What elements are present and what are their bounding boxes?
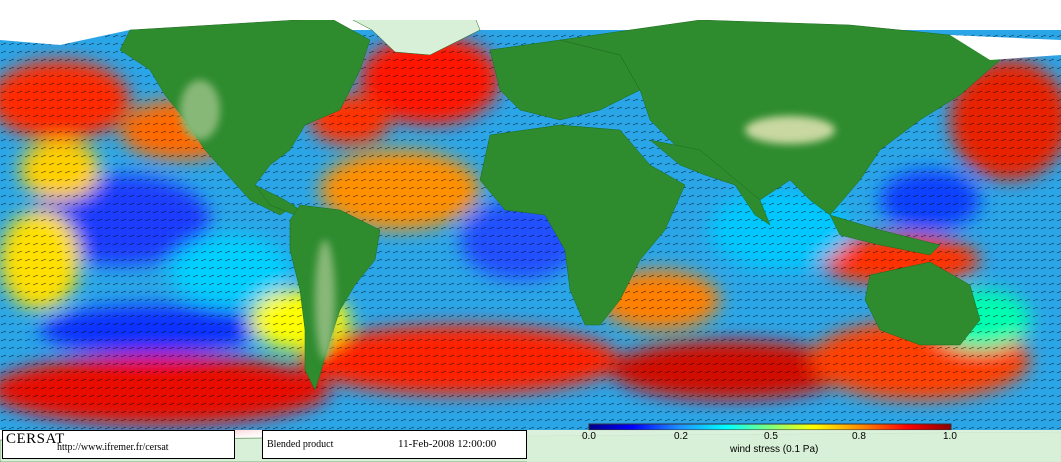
colorbar-tick-4: 1.0 <box>943 431 957 442</box>
colorbar <box>588 423 952 431</box>
logo-box: CERSAT http://www.ifremer.fr/cersat <box>2 430 235 459</box>
arabia-india <box>649 139 771 226</box>
product-date: 11-Feb-2008 12:00:00 <box>398 438 497 450</box>
product-info-box: Blended product 11-Feb-2008 12:00:00 <box>262 430 527 459</box>
africa <box>479 124 686 326</box>
south-america <box>289 204 381 391</box>
sea-ice <box>0 0 1061 60</box>
colorbar-tick-1: 0.2 <box>674 431 688 442</box>
highland-shading <box>180 80 835 360</box>
colorbar-title: wind stress (0.1 Pa) <box>730 444 819 455</box>
colorbar-tick-0: 0.0 <box>582 431 596 442</box>
colorbar-strip-bg <box>527 430 1061 462</box>
product-name: Blended product <box>267 439 334 450</box>
indonesia <box>829 214 941 256</box>
source-url[interactable]: http://www.ifremer.fr/cersat <box>57 442 169 453</box>
colorbar-tick-3: 0.8 <box>852 431 866 442</box>
cersat-logo: CERSAT <box>6 431 65 447</box>
colorbar-tick-2: 0.5 <box>764 431 778 442</box>
australia <box>864 261 981 346</box>
